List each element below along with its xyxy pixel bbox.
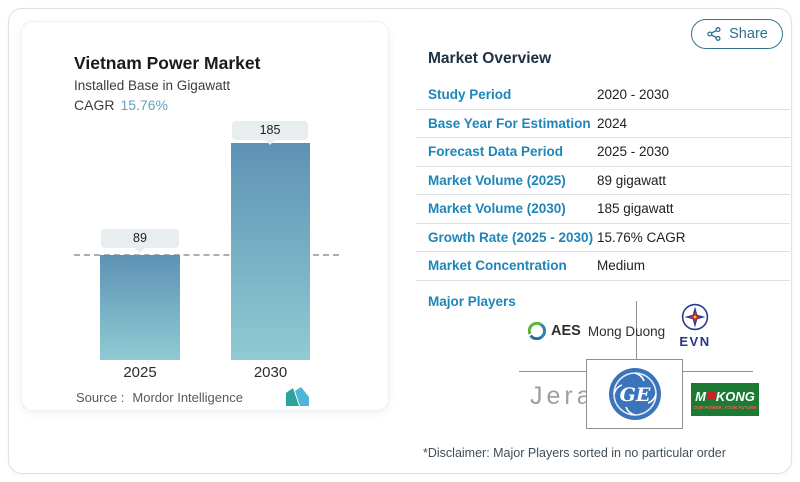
- share-button-label: Share: [729, 26, 768, 42]
- row-value: 185 gigawatt: [597, 201, 674, 217]
- ge-logo-box: GE: [586, 359, 683, 429]
- row-label: Study Period: [428, 87, 512, 103]
- chart-cagr: CAGR 15.76%: [74, 97, 168, 113]
- table-row: Study Period 2020 - 2030: [416, 81, 790, 110]
- aes-suffix-text: Mong Duong: [587, 323, 666, 339]
- ge-monogram-icon: GE: [608, 368, 661, 420]
- share-button[interactable]: Share: [691, 19, 783, 49]
- row-value: 15.76% CAGR: [597, 229, 686, 245]
- disclaimer-text: *Disclaimer: Major Players sorted in no …: [423, 446, 726, 460]
- source-value: Mordor Intelligence: [132, 390, 243, 405]
- chart-subtitle: Installed Base in Gigawatt: [74, 78, 231, 93]
- mekong-red-square-icon: [706, 392, 715, 400]
- row-label: Market Concentration: [428, 258, 567, 274]
- bar-value-label-2030: 185: [232, 121, 308, 140]
- table-row: Market Concentration Medium: [416, 252, 790, 281]
- chart-title: Vietnam Power Market: [74, 53, 261, 73]
- mekong-tagline: OUR POWER, YOUR FUTURE: [693, 404, 757, 410]
- x-axis-label-2025: 2025: [123, 364, 157, 381]
- source-label: Source :: [76, 390, 125, 405]
- logo-aes-mong-duong: AES Mong Duong: [528, 322, 665, 340]
- logo-jera: Jera: [530, 382, 595, 410]
- aes-swirl-icon: [528, 322, 546, 340]
- reference-dashed-line: [74, 254, 339, 256]
- bar-2025: [100, 255, 180, 360]
- share-icon: [707, 27, 721, 41]
- players-tree-vertical-line: [636, 301, 637, 359]
- row-value: 2020 - 2030: [597, 87, 670, 103]
- infographic-container: Vietnam Power Market Installed Base in G…: [8, 8, 792, 474]
- bar-2030: [231, 143, 310, 360]
- table-row: Market Volume (2030) 185 gigawatt: [416, 195, 790, 224]
- major-players-label: Major Players: [428, 294, 516, 309]
- row-value: 89 gigawatt: [597, 172, 667, 188]
- row-label: Growth Rate (2025 - 2030): [428, 229, 594, 245]
- row-label: Market Volume (2030): [428, 201, 566, 217]
- bar-value-pointer-2030: [265, 140, 275, 150]
- logo-mekong: M KONG OUR POWER, YOUR FUTURE: [691, 383, 759, 416]
- table-row: Market Volume (2025) 89 gigawatt: [416, 167, 790, 195]
- cagr-label: CAGR: [74, 97, 115, 113]
- mordor-intelligence-logo-icon: [286, 387, 309, 406]
- row-value: 2024: [597, 115, 628, 131]
- bar-value-label-2025: 89: [101, 229, 179, 248]
- logo-evn: EVN: [665, 303, 725, 349]
- evn-star-icon: [681, 303, 709, 331]
- aes-wordmark: AES: [551, 323, 581, 339]
- x-axis-label-2030: 2030: [253, 364, 288, 381]
- bar-value-pointer-2025: [135, 248, 145, 258]
- row-label: Base Year For Estimation: [428, 115, 591, 131]
- ge-monogram-text: GE: [619, 384, 650, 406]
- table-row: Growth Rate (2025 - 2030) 15.76% CAGR: [416, 224, 790, 252]
- row-label: Market Volume (2025): [428, 172, 566, 188]
- cagr-value: 15.76%: [120, 97, 168, 113]
- mekong-wordmark: M KONG: [695, 390, 755, 403]
- row-value: Medium: [597, 258, 646, 274]
- source-row: Source : Mordor Intelligence: [76, 390, 243, 405]
- table-row: Forecast Data Period 2025 - 2030: [416, 138, 790, 167]
- market-overview-title: Market Overview: [428, 50, 552, 67]
- row-label: Forecast Data Period: [428, 144, 564, 160]
- mekong-m: M: [695, 388, 706, 404]
- chart-card: Vietnam Power Market Installed Base in G…: [21, 21, 389, 411]
- market-overview-table: Study Period 2020 - 2030 Base Year For E…: [416, 81, 790, 281]
- row-value: 2025 - 2030: [597, 144, 670, 160]
- evn-wordmark: EVN: [679, 334, 711, 349]
- mekong-kong: KONG: [715, 388, 755, 404]
- table-row: Base Year For Estimation 2024: [416, 110, 790, 138]
